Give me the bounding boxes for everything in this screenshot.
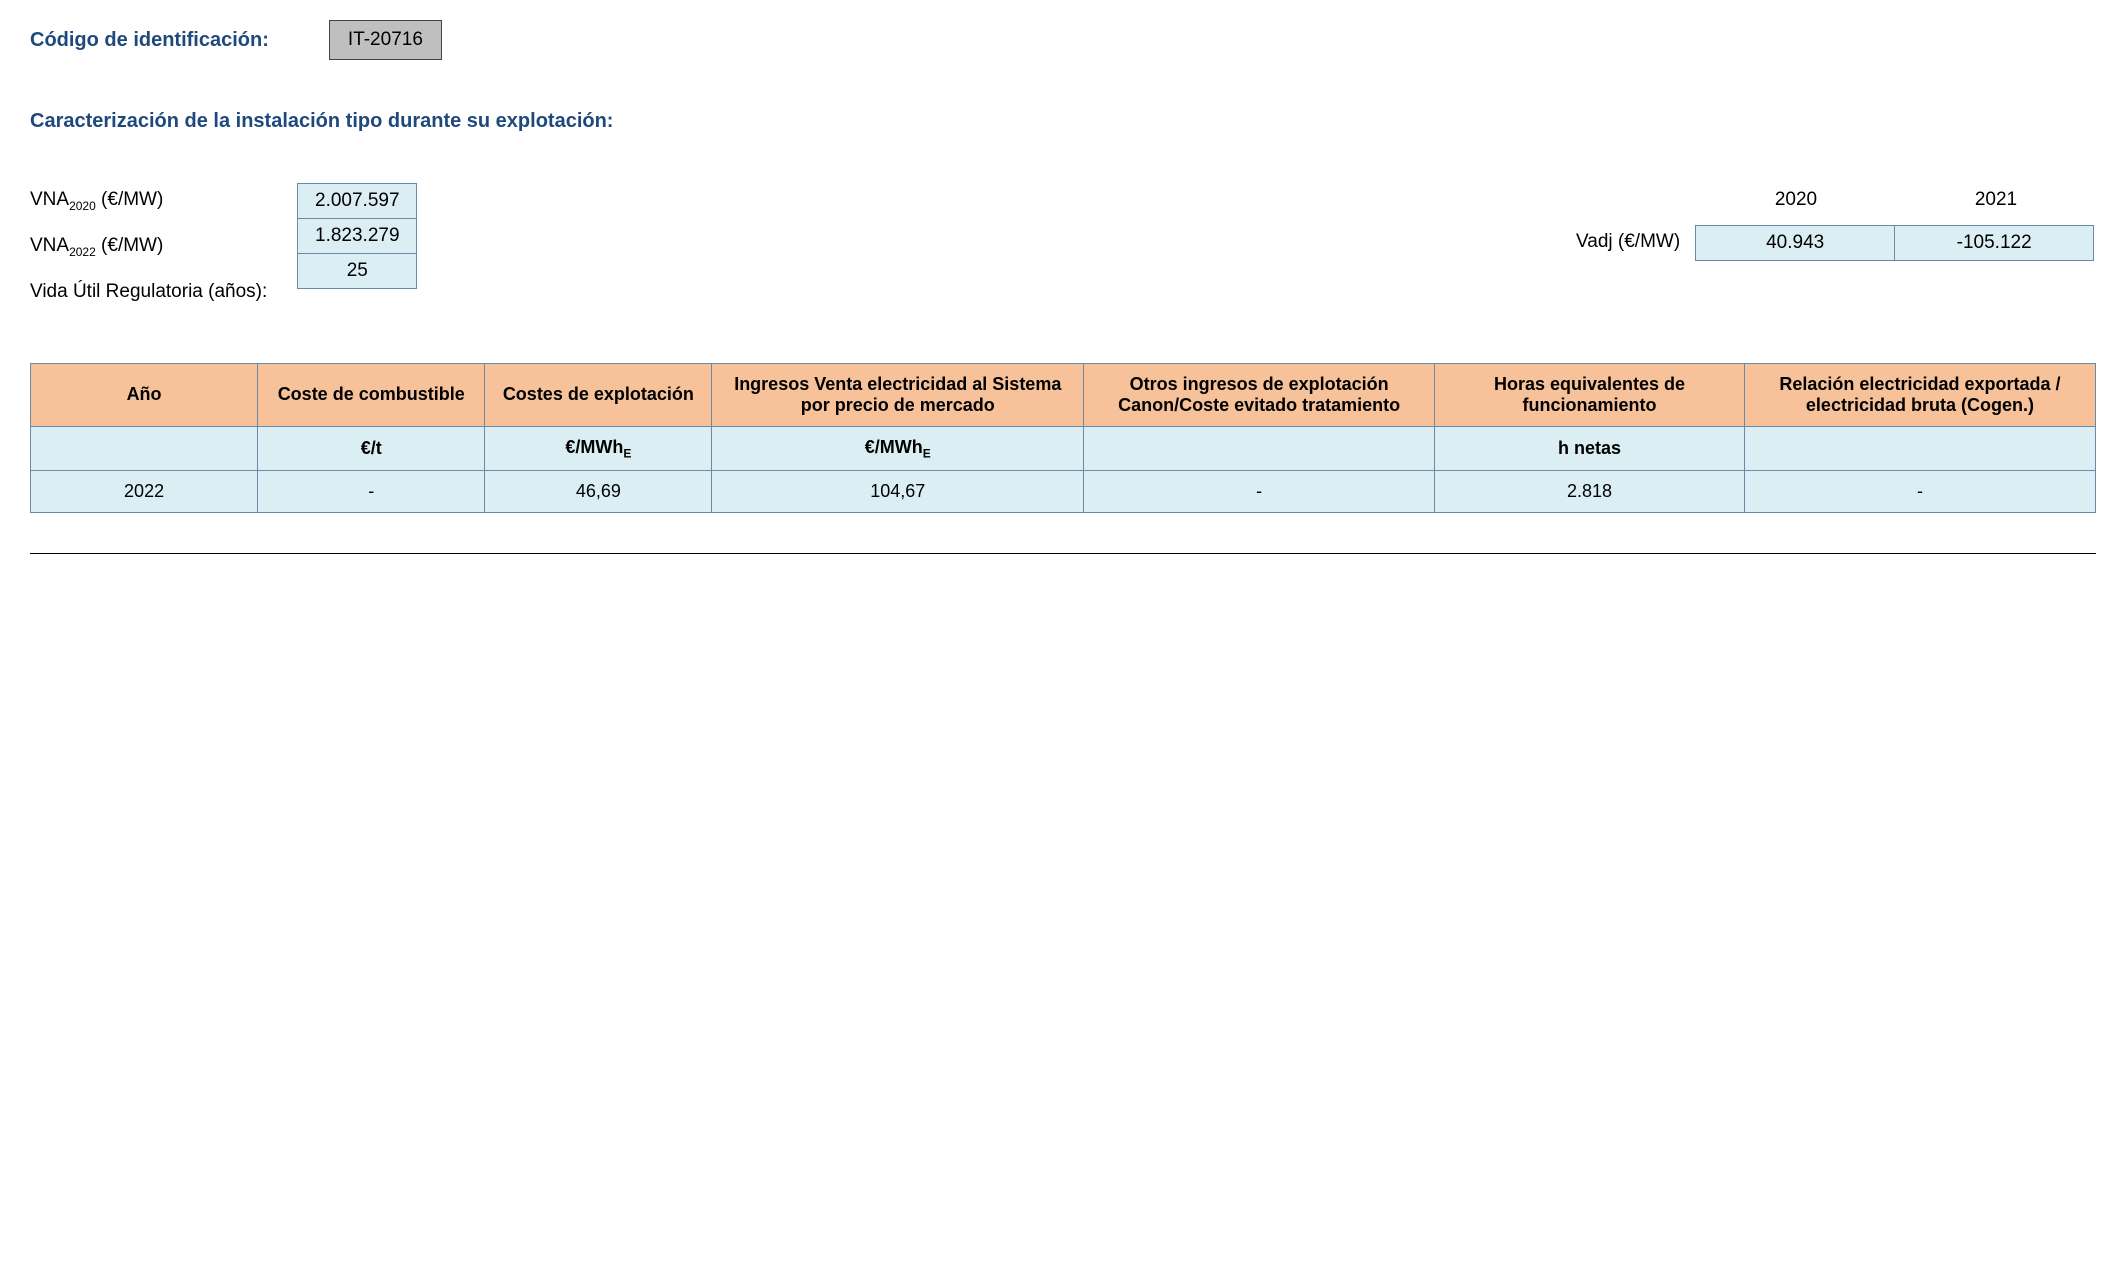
vna2022-label: VNA2022 (€/MW) [30, 235, 267, 259]
table-header-row: Año Coste de combustible Costes de explo… [31, 363, 2096, 426]
units-c3: €/MWhE [712, 426, 1084, 471]
vida-util-label: Vida Útil Regulatoria (años): [30, 281, 267, 303]
vadj-years: 2020 2021 [1696, 183, 2096, 225]
vna2020-value: 2.007.597 [297, 183, 417, 219]
table-data-row: 2022 - 46,69 104,67 - 2.818 - [31, 471, 2096, 513]
vadj-value-1: 40.943 [1695, 225, 1895, 261]
parameters-left: VNA2020 (€/MW) VNA2022 (€/MW) Vida Útil … [30, 183, 417, 303]
divider-line [30, 553, 2096, 554]
units-c6 [1744, 426, 2095, 471]
vadj-value-2: -105.122 [1894, 225, 2094, 261]
vadj-row: Vadj (€/MW) 40.943 -105.122 [1576, 225, 2096, 261]
col-header-coste-combustible: Coste de combustible [258, 363, 485, 426]
identification-value-box: IT-20716 [329, 20, 442, 60]
units-c4 [1084, 426, 1435, 471]
vna2022-value: 1.823.279 [297, 218, 417, 254]
vadj-label: Vadj (€/MW) [1576, 225, 1696, 261]
cell-relacion: - [1744, 471, 2095, 513]
table-units-row: €/t €/MWhE €/MWhE h netas [31, 426, 2096, 471]
identification-header: Código de identificación: IT-20716 [30, 20, 2096, 60]
identification-label: Código de identificación: [30, 29, 269, 52]
col-header-relacion: Relación electricidad exportada / electr… [1744, 363, 2095, 426]
vadj-year-2: 2021 [1896, 183, 2096, 225]
col-header-otros-ingresos: Otros ingresos de explotación Canon/Cost… [1084, 363, 1435, 426]
parameter-values: 2.007.597 1.823.279 25 [297, 183, 417, 303]
parameters-row: VNA2020 (€/MW) VNA2022 (€/MW) Vida Útil … [30, 183, 2096, 303]
col-header-horas: Horas equivalentes de funcionamiento [1435, 363, 1745, 426]
cell-ingresos-venta: 104,67 [712, 471, 1084, 513]
vida-util-value: 25 [297, 253, 417, 289]
units-c2: €/MWhE [485, 426, 712, 471]
cell-horas: 2.818 [1435, 471, 1745, 513]
col-header-ano: Año [31, 363, 258, 426]
units-c1: €/t [258, 426, 485, 471]
vadj-block: 2020 2021 Vadj (€/MW) 40.943 -105.122 [1576, 183, 2096, 261]
units-c0 [31, 426, 258, 471]
col-header-costes-explotacion: Costes de explotación [485, 363, 712, 426]
section-title: Caracterización de la instalación tipo d… [30, 110, 2096, 133]
main-data-table: Año Coste de combustible Costes de explo… [30, 363, 2096, 514]
cell-ano: 2022 [31, 471, 258, 513]
cell-costes-explotacion: 46,69 [485, 471, 712, 513]
vna2020-label: VNA2020 (€/MW) [30, 189, 267, 213]
col-header-ingresos-venta: Ingresos Venta electricidad al Sistema p… [712, 363, 1084, 426]
units-c5: h netas [1435, 426, 1745, 471]
cell-otros-ingresos: - [1084, 471, 1435, 513]
vadj-year-1: 2020 [1696, 183, 1896, 225]
cell-coste-combustible: - [258, 471, 485, 513]
parameter-labels: VNA2020 (€/MW) VNA2022 (€/MW) Vida Útil … [30, 183, 267, 303]
